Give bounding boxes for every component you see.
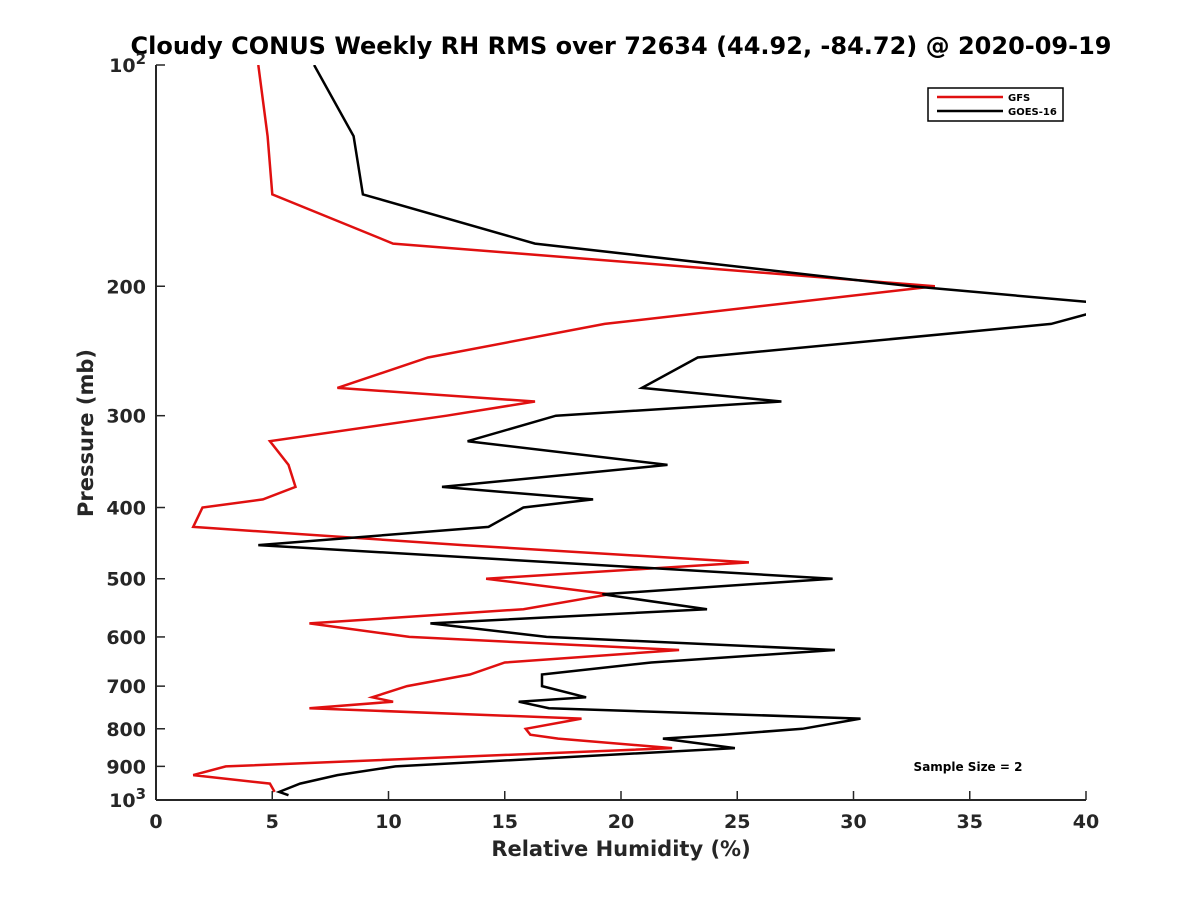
x-tick-label: 35 — [957, 811, 983, 833]
x-axis-label: Relative Humidity (%) — [491, 837, 750, 861]
x-tick-label: 25 — [724, 811, 750, 833]
y-tick-label-base: 10 — [109, 55, 135, 77]
x-tick-label: 15 — [492, 811, 518, 833]
chart-title: Cloudy CONUS Weekly RH RMS over 72634 (4… — [131, 32, 1112, 60]
y-tick-label: 103 — [109, 785, 146, 812]
x-tick-label: 0 — [149, 811, 162, 833]
y-tick-label: 500 — [106, 569, 146, 591]
x-ticks: 0 5 10 15 20 25 30 35 40 — [149, 791, 1099, 833]
sample-size-annotation: Sample Size = 2 — [914, 760, 1023, 774]
y-axis-label: Pressure (mb) — [74, 349, 98, 517]
y-tick-label: 700 — [106, 676, 146, 698]
x-tick-label: 20 — [608, 811, 634, 833]
y-tick-label-exponent: 2 — [136, 50, 146, 68]
y-tick-label: 400 — [106, 498, 146, 520]
series-layer — [191, 65, 1086, 797]
y-tick-label-exponent: 3 — [136, 785, 146, 803]
legend-label-gfs: GFS — [1008, 93, 1030, 104]
x-tick-label: 40 — [1073, 811, 1099, 833]
legend-box — [927, 87, 1064, 122]
axes-layer — [155, 65, 1086, 801]
legend: GFS GOES-16 — [927, 87, 1064, 122]
y-tick-label: 200 — [106, 276, 146, 298]
y-tick-label: 102 — [109, 50, 146, 77]
x-tick-label: 5 — [266, 811, 279, 833]
series-line-gfs — [191, 65, 936, 793]
series-line-goes16 — [258, 65, 1086, 797]
y-tick-label: 800 — [106, 719, 146, 741]
y-tick-label: 900 — [106, 756, 146, 778]
legend-label-goes16: GOES-16 — [1008, 107, 1057, 118]
y-tick-label: 300 — [106, 406, 146, 428]
y-tick-label: 600 — [106, 627, 146, 649]
x-tick-label: 10 — [375, 811, 401, 833]
x-tick-label: 30 — [840, 811, 866, 833]
y-tick-label-base: 10 — [109, 790, 135, 812]
